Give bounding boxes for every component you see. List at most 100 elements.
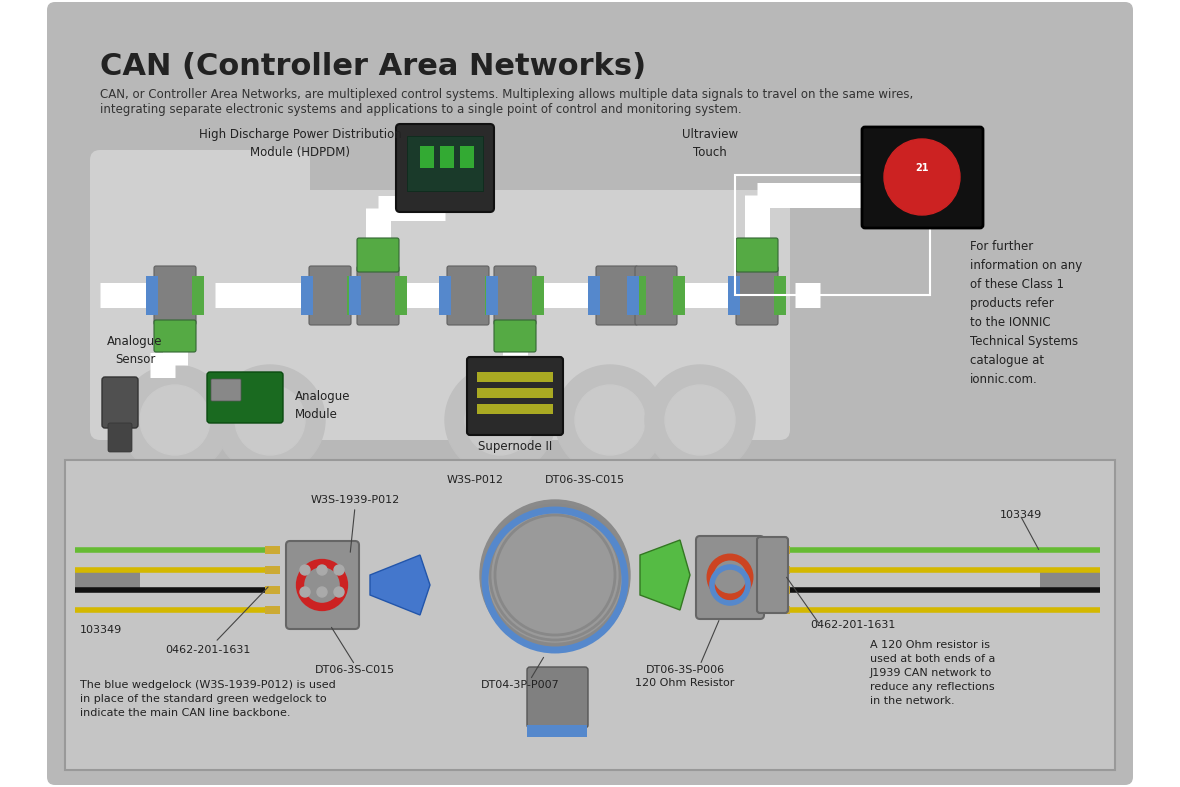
- Circle shape: [555, 365, 666, 475]
- FancyBboxPatch shape: [109, 423, 132, 452]
- FancyBboxPatch shape: [65, 460, 1115, 770]
- Circle shape: [884, 139, 961, 215]
- Text: For further
information on any
of these Class 1
products refer
to the IONNIC
Tec: For further information on any of these …: [970, 240, 1082, 386]
- FancyBboxPatch shape: [206, 372, 283, 423]
- Bar: [532, 276, 544, 315]
- Circle shape: [120, 365, 230, 475]
- FancyBboxPatch shape: [736, 238, 778, 272]
- FancyBboxPatch shape: [309, 266, 350, 325]
- Circle shape: [480, 500, 630, 650]
- Bar: [477, 372, 553, 382]
- FancyBboxPatch shape: [211, 379, 241, 401]
- Text: 0462-201-1631: 0462-201-1631: [809, 620, 896, 630]
- Bar: [347, 276, 359, 315]
- Circle shape: [575, 385, 645, 455]
- Bar: [634, 276, 645, 315]
- Circle shape: [300, 565, 310, 575]
- Bar: [266, 566, 280, 574]
- FancyBboxPatch shape: [155, 266, 196, 325]
- Text: 103349: 103349: [999, 510, 1042, 520]
- Text: DT06-3S-C015: DT06-3S-C015: [545, 475, 625, 485]
- Text: 103349: 103349: [80, 625, 123, 635]
- FancyBboxPatch shape: [286, 541, 359, 629]
- Text: Ultraview
Touch: Ultraview Touch: [682, 128, 738, 159]
- Text: Supernode II: Supernode II: [478, 440, 552, 453]
- Circle shape: [140, 385, 210, 455]
- FancyBboxPatch shape: [101, 377, 138, 428]
- Circle shape: [317, 587, 327, 597]
- FancyBboxPatch shape: [596, 266, 638, 325]
- FancyBboxPatch shape: [396, 124, 494, 212]
- Circle shape: [215, 365, 324, 475]
- Bar: [477, 388, 553, 398]
- FancyBboxPatch shape: [155, 320, 196, 352]
- Text: CAN, or Controller Area Networks, are multiplexed control systems. Multiplexing : CAN, or Controller Area Networks, are mu…: [100, 88, 913, 101]
- FancyBboxPatch shape: [863, 127, 983, 228]
- Text: The blue wedgelock (W3S-1939-P012) is used
in place of the standard green wedgel: The blue wedgelock (W3S-1939-P012) is us…: [80, 680, 336, 718]
- Bar: [778, 586, 789, 594]
- Bar: [266, 546, 280, 554]
- FancyBboxPatch shape: [758, 537, 788, 613]
- FancyBboxPatch shape: [447, 266, 489, 325]
- Circle shape: [334, 587, 345, 597]
- Circle shape: [317, 565, 327, 575]
- Bar: [774, 276, 786, 315]
- Text: 0462-201-1631: 0462-201-1631: [165, 587, 268, 655]
- Text: W3S-P012: W3S-P012: [446, 475, 504, 485]
- Polygon shape: [640, 540, 690, 610]
- Polygon shape: [371, 555, 430, 615]
- Circle shape: [489, 508, 622, 642]
- Bar: [266, 606, 280, 614]
- Bar: [673, 276, 686, 315]
- Bar: [778, 606, 789, 614]
- FancyBboxPatch shape: [407, 136, 483, 191]
- Text: 21: 21: [916, 163, 929, 173]
- Bar: [440, 146, 454, 168]
- Circle shape: [235, 385, 304, 455]
- Bar: [728, 276, 740, 315]
- Bar: [349, 276, 361, 315]
- Text: CAN (Controller Area Networks): CAN (Controller Area Networks): [100, 52, 647, 81]
- FancyBboxPatch shape: [527, 667, 588, 728]
- Circle shape: [645, 365, 755, 475]
- FancyBboxPatch shape: [90, 150, 310, 410]
- Bar: [477, 404, 553, 414]
- FancyBboxPatch shape: [494, 320, 536, 352]
- Text: DT06-3S-C015: DT06-3S-C015: [315, 665, 395, 675]
- FancyBboxPatch shape: [494, 266, 536, 325]
- Text: integrating separate electronic systems and applications to a single point of co: integrating separate electronic systems …: [100, 103, 741, 116]
- Bar: [778, 566, 789, 574]
- Bar: [778, 546, 789, 554]
- FancyBboxPatch shape: [358, 238, 399, 272]
- Bar: [420, 146, 434, 168]
- FancyBboxPatch shape: [696, 536, 763, 619]
- Text: DT06-3S-P006
120 Ohm Resistor: DT06-3S-P006 120 Ohm Resistor: [635, 665, 735, 688]
- Circle shape: [334, 565, 345, 575]
- FancyBboxPatch shape: [47, 2, 1133, 785]
- Text: A 120 Ohm resistor is
used at both ends of a
J1939 CAN network to
reduce any ref: A 120 Ohm resistor is used at both ends …: [870, 640, 996, 706]
- Bar: [395, 276, 407, 315]
- Bar: [192, 276, 204, 315]
- FancyBboxPatch shape: [736, 266, 778, 325]
- Bar: [301, 276, 313, 315]
- FancyBboxPatch shape: [90, 190, 789, 440]
- Bar: [460, 146, 474, 168]
- FancyBboxPatch shape: [467, 357, 563, 435]
- Text: High Discharge Power Distribution
Module (HDPDM): High Discharge Power Distribution Module…: [198, 128, 401, 159]
- Text: DT04-3P-P007: DT04-3P-P007: [480, 680, 559, 690]
- Bar: [627, 276, 640, 315]
- Bar: [588, 276, 599, 315]
- Bar: [485, 276, 497, 315]
- FancyBboxPatch shape: [358, 266, 399, 325]
- FancyBboxPatch shape: [635, 266, 677, 325]
- Bar: [486, 276, 498, 315]
- Circle shape: [300, 587, 310, 597]
- Circle shape: [465, 385, 535, 455]
- Bar: [266, 586, 280, 594]
- Text: W3S-1939-P012: W3S-1939-P012: [310, 495, 400, 505]
- Circle shape: [445, 365, 555, 475]
- Circle shape: [666, 385, 735, 455]
- Text: Analogue
Sensor: Analogue Sensor: [107, 335, 163, 366]
- Text: Analogue
Module: Analogue Module: [295, 390, 350, 421]
- FancyBboxPatch shape: [527, 725, 586, 737]
